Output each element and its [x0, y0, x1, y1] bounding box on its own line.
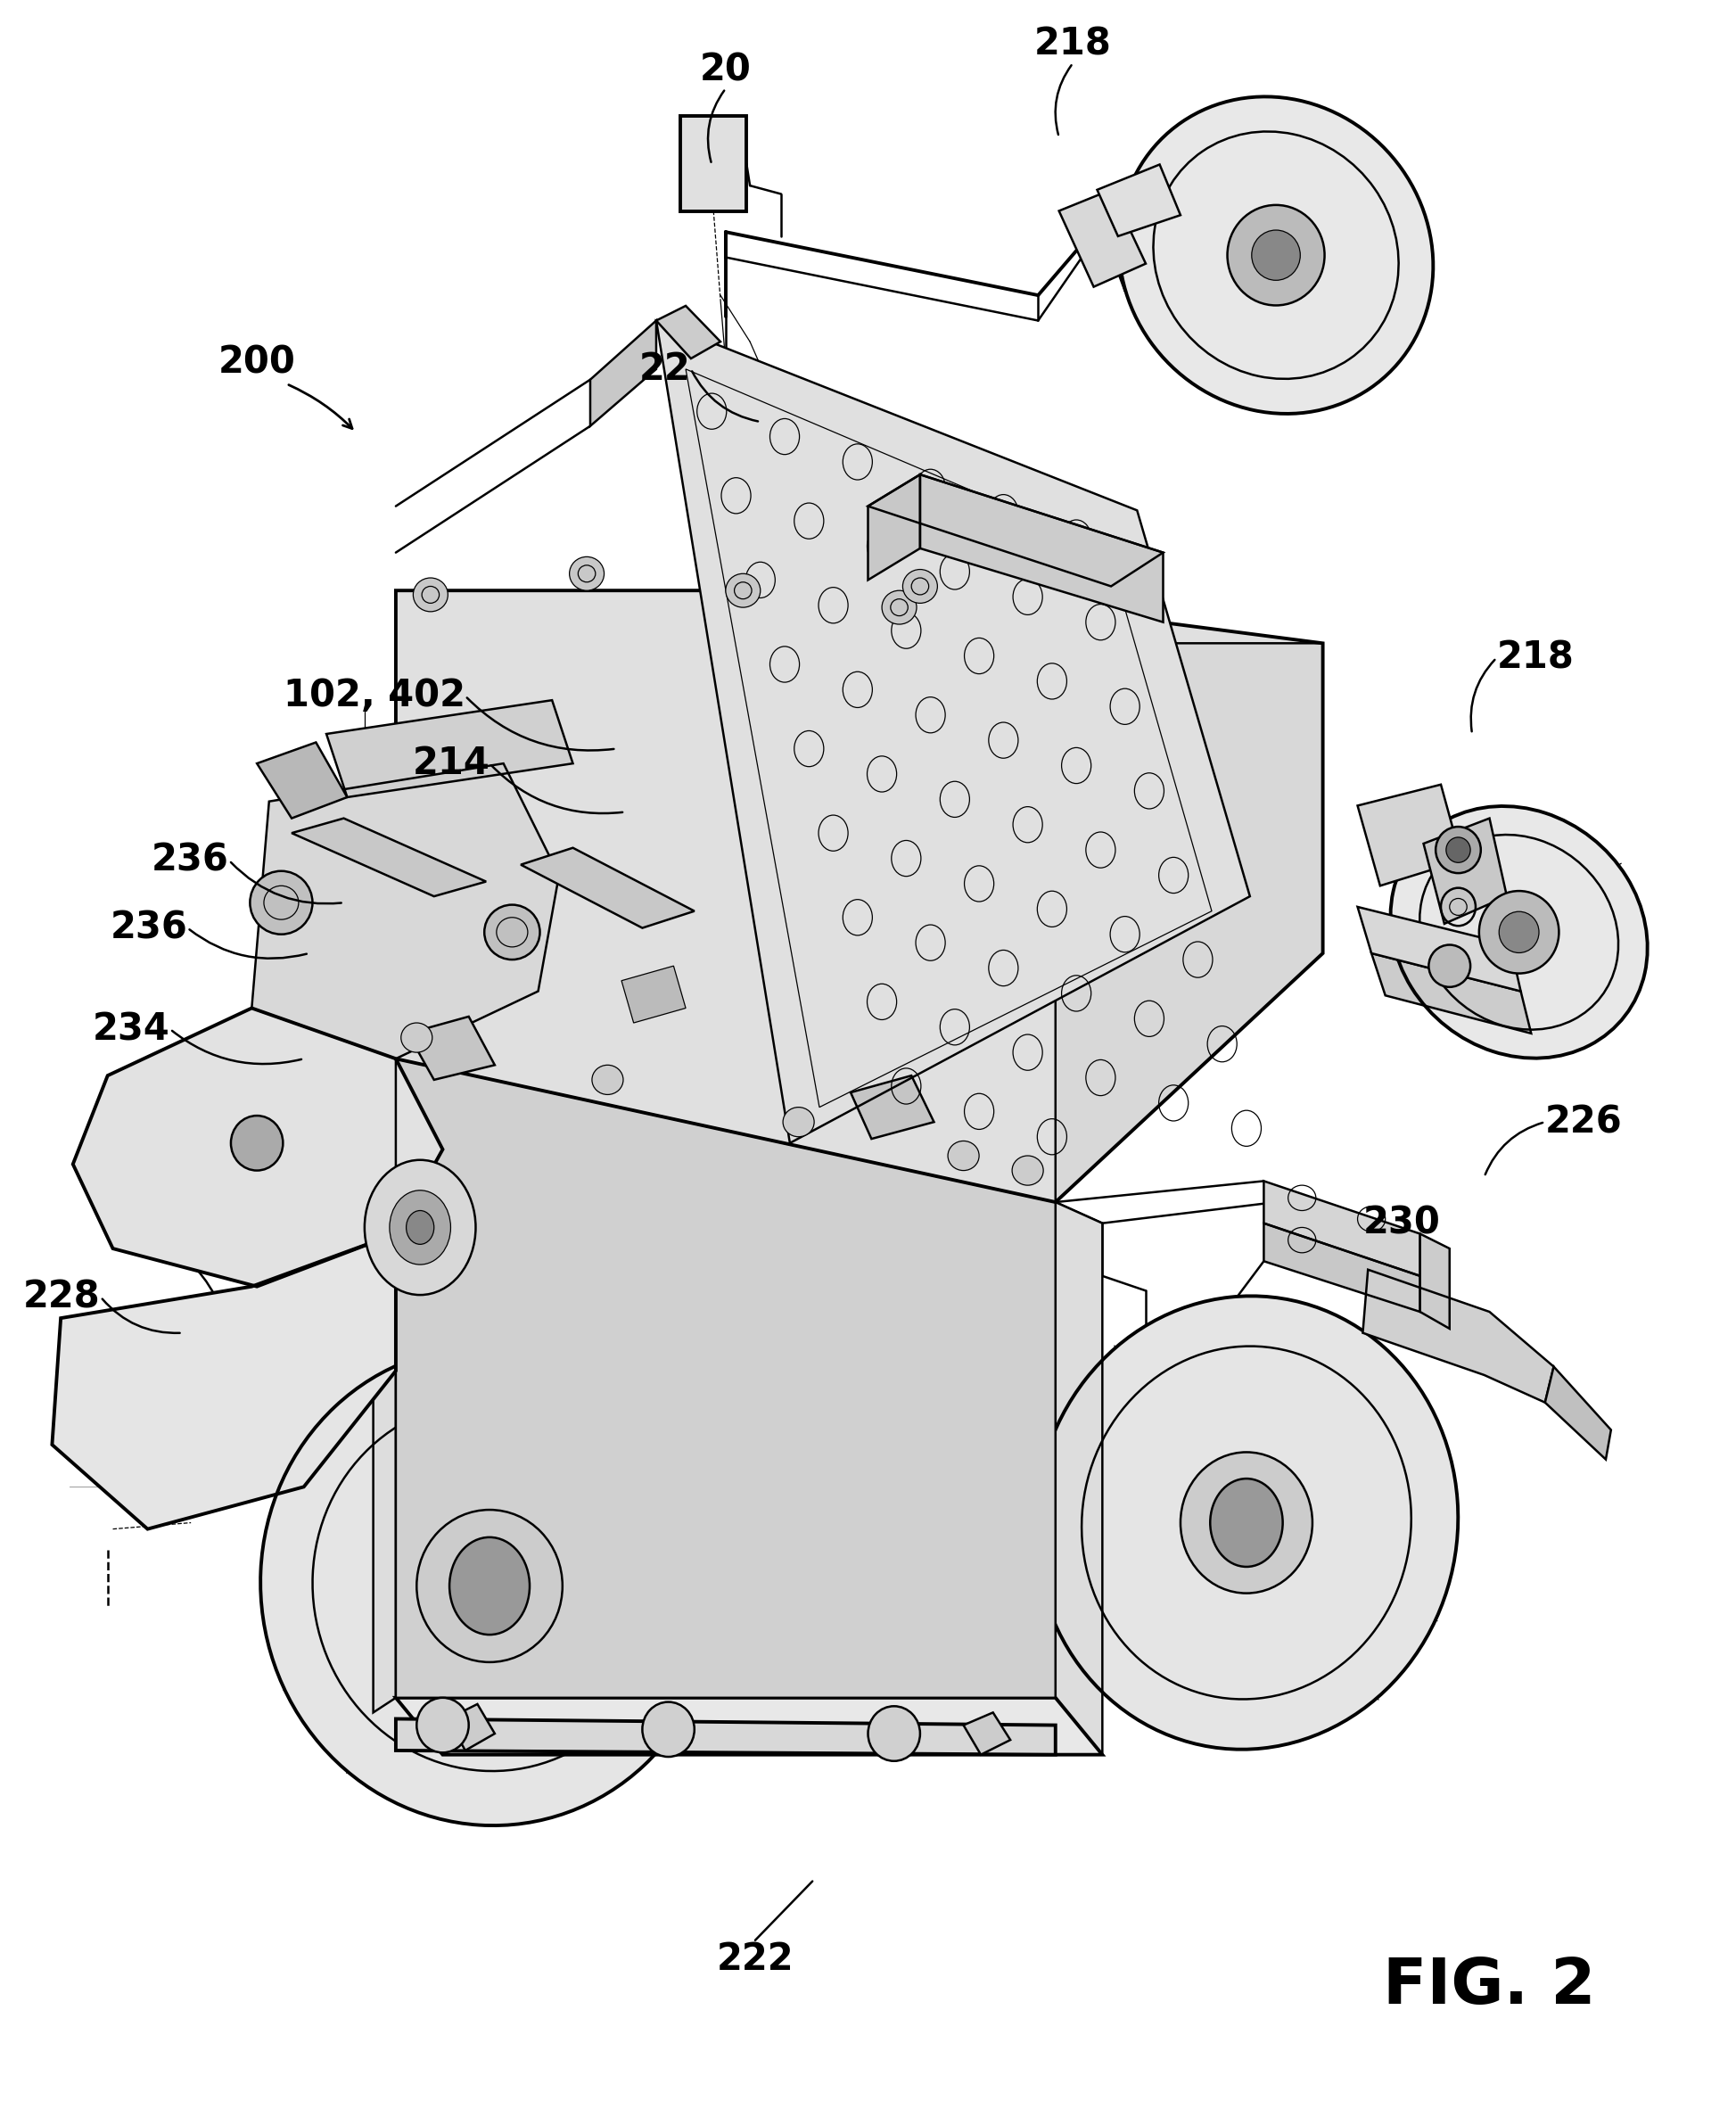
Ellipse shape [1012, 1156, 1043, 1185]
Text: 200: 200 [219, 344, 295, 382]
Polygon shape [868, 475, 920, 580]
Polygon shape [52, 1234, 396, 1529]
FancyArrowPatch shape [1486, 1122, 1543, 1175]
Ellipse shape [413, 578, 448, 612]
Polygon shape [656, 306, 720, 359]
Polygon shape [408, 1017, 495, 1080]
FancyArrowPatch shape [467, 698, 615, 751]
Text: 236: 236 [151, 841, 229, 879]
Text: 226: 226 [1545, 1103, 1623, 1141]
Ellipse shape [401, 1023, 432, 1052]
Ellipse shape [1446, 837, 1470, 863]
Polygon shape [257, 742, 347, 818]
Ellipse shape [406, 1211, 434, 1244]
Ellipse shape [569, 557, 604, 591]
Ellipse shape [484, 905, 540, 960]
FancyArrowPatch shape [288, 384, 352, 428]
Ellipse shape [1479, 890, 1559, 974]
Text: 234: 234 [92, 1010, 170, 1048]
Polygon shape [1363, 1270, 1554, 1402]
Text: 230: 230 [1363, 1204, 1441, 1242]
Polygon shape [396, 1719, 1055, 1755]
Ellipse shape [1227, 205, 1325, 306]
Polygon shape [373, 1059, 396, 1713]
Ellipse shape [1210, 1478, 1283, 1567]
Ellipse shape [1180, 1453, 1312, 1592]
Ellipse shape [1252, 230, 1300, 280]
Polygon shape [396, 1698, 1102, 1755]
Text: 228: 228 [23, 1278, 101, 1316]
FancyArrowPatch shape [172, 1031, 302, 1063]
Polygon shape [963, 1713, 1010, 1755]
Polygon shape [448, 1704, 495, 1750]
Polygon shape [396, 1059, 1055, 1698]
Polygon shape [1059, 190, 1146, 287]
Ellipse shape [260, 1346, 719, 1826]
Ellipse shape [868, 1706, 920, 1761]
Polygon shape [868, 475, 1163, 586]
Ellipse shape [642, 1702, 694, 1757]
Ellipse shape [231, 1116, 283, 1170]
Ellipse shape [948, 1141, 979, 1170]
Text: 22: 22 [639, 350, 691, 388]
Polygon shape [292, 818, 486, 896]
FancyArrowPatch shape [1055, 65, 1071, 135]
Ellipse shape [417, 1510, 562, 1662]
Polygon shape [1097, 165, 1180, 236]
Ellipse shape [417, 1698, 469, 1753]
Polygon shape [1264, 1181, 1420, 1276]
Text: 222: 222 [717, 1940, 793, 1978]
Text: 102, 402: 102, 402 [283, 677, 465, 715]
Ellipse shape [882, 591, 917, 624]
Ellipse shape [1391, 806, 1647, 1059]
Polygon shape [521, 848, 694, 928]
FancyArrowPatch shape [102, 1299, 181, 1333]
Ellipse shape [365, 1160, 476, 1295]
Polygon shape [1358, 785, 1462, 886]
Polygon shape [252, 763, 559, 1059]
Ellipse shape [389, 1189, 451, 1265]
Polygon shape [73, 1008, 443, 1286]
Ellipse shape [1429, 945, 1470, 987]
Text: 218: 218 [1496, 639, 1575, 677]
Text: 20: 20 [700, 51, 752, 89]
Polygon shape [1545, 1367, 1611, 1459]
FancyArrowPatch shape [708, 91, 724, 162]
Ellipse shape [1118, 97, 1434, 413]
Polygon shape [326, 700, 573, 797]
Text: 218: 218 [1035, 25, 1111, 63]
Polygon shape [590, 321, 656, 426]
Polygon shape [681, 116, 746, 211]
Polygon shape [851, 1076, 934, 1139]
Ellipse shape [903, 569, 937, 603]
Polygon shape [1371, 953, 1531, 1033]
FancyArrowPatch shape [1470, 660, 1495, 732]
FancyArrowPatch shape [189, 930, 307, 957]
Ellipse shape [1500, 911, 1540, 953]
Polygon shape [1055, 643, 1323, 1202]
Ellipse shape [450, 1537, 529, 1634]
Text: 214: 214 [411, 744, 490, 782]
Ellipse shape [250, 871, 312, 934]
Polygon shape [1055, 1202, 1102, 1755]
Text: FIG. 2: FIG. 2 [1384, 1955, 1595, 2018]
Polygon shape [396, 591, 1323, 1202]
Polygon shape [656, 321, 1250, 1143]
FancyArrowPatch shape [491, 766, 623, 814]
Text: 236: 236 [109, 909, 187, 947]
FancyArrowPatch shape [231, 863, 342, 903]
Polygon shape [1420, 1234, 1450, 1329]
Ellipse shape [783, 1107, 814, 1137]
FancyArrowPatch shape [693, 371, 759, 422]
Ellipse shape [726, 574, 760, 607]
Polygon shape [1264, 1223, 1420, 1312]
Polygon shape [621, 966, 686, 1023]
Polygon shape [1358, 907, 1521, 991]
Ellipse shape [592, 1065, 623, 1095]
Polygon shape [920, 475, 1163, 622]
Polygon shape [1424, 818, 1507, 924]
Ellipse shape [1436, 827, 1481, 873]
Ellipse shape [1035, 1297, 1458, 1748]
